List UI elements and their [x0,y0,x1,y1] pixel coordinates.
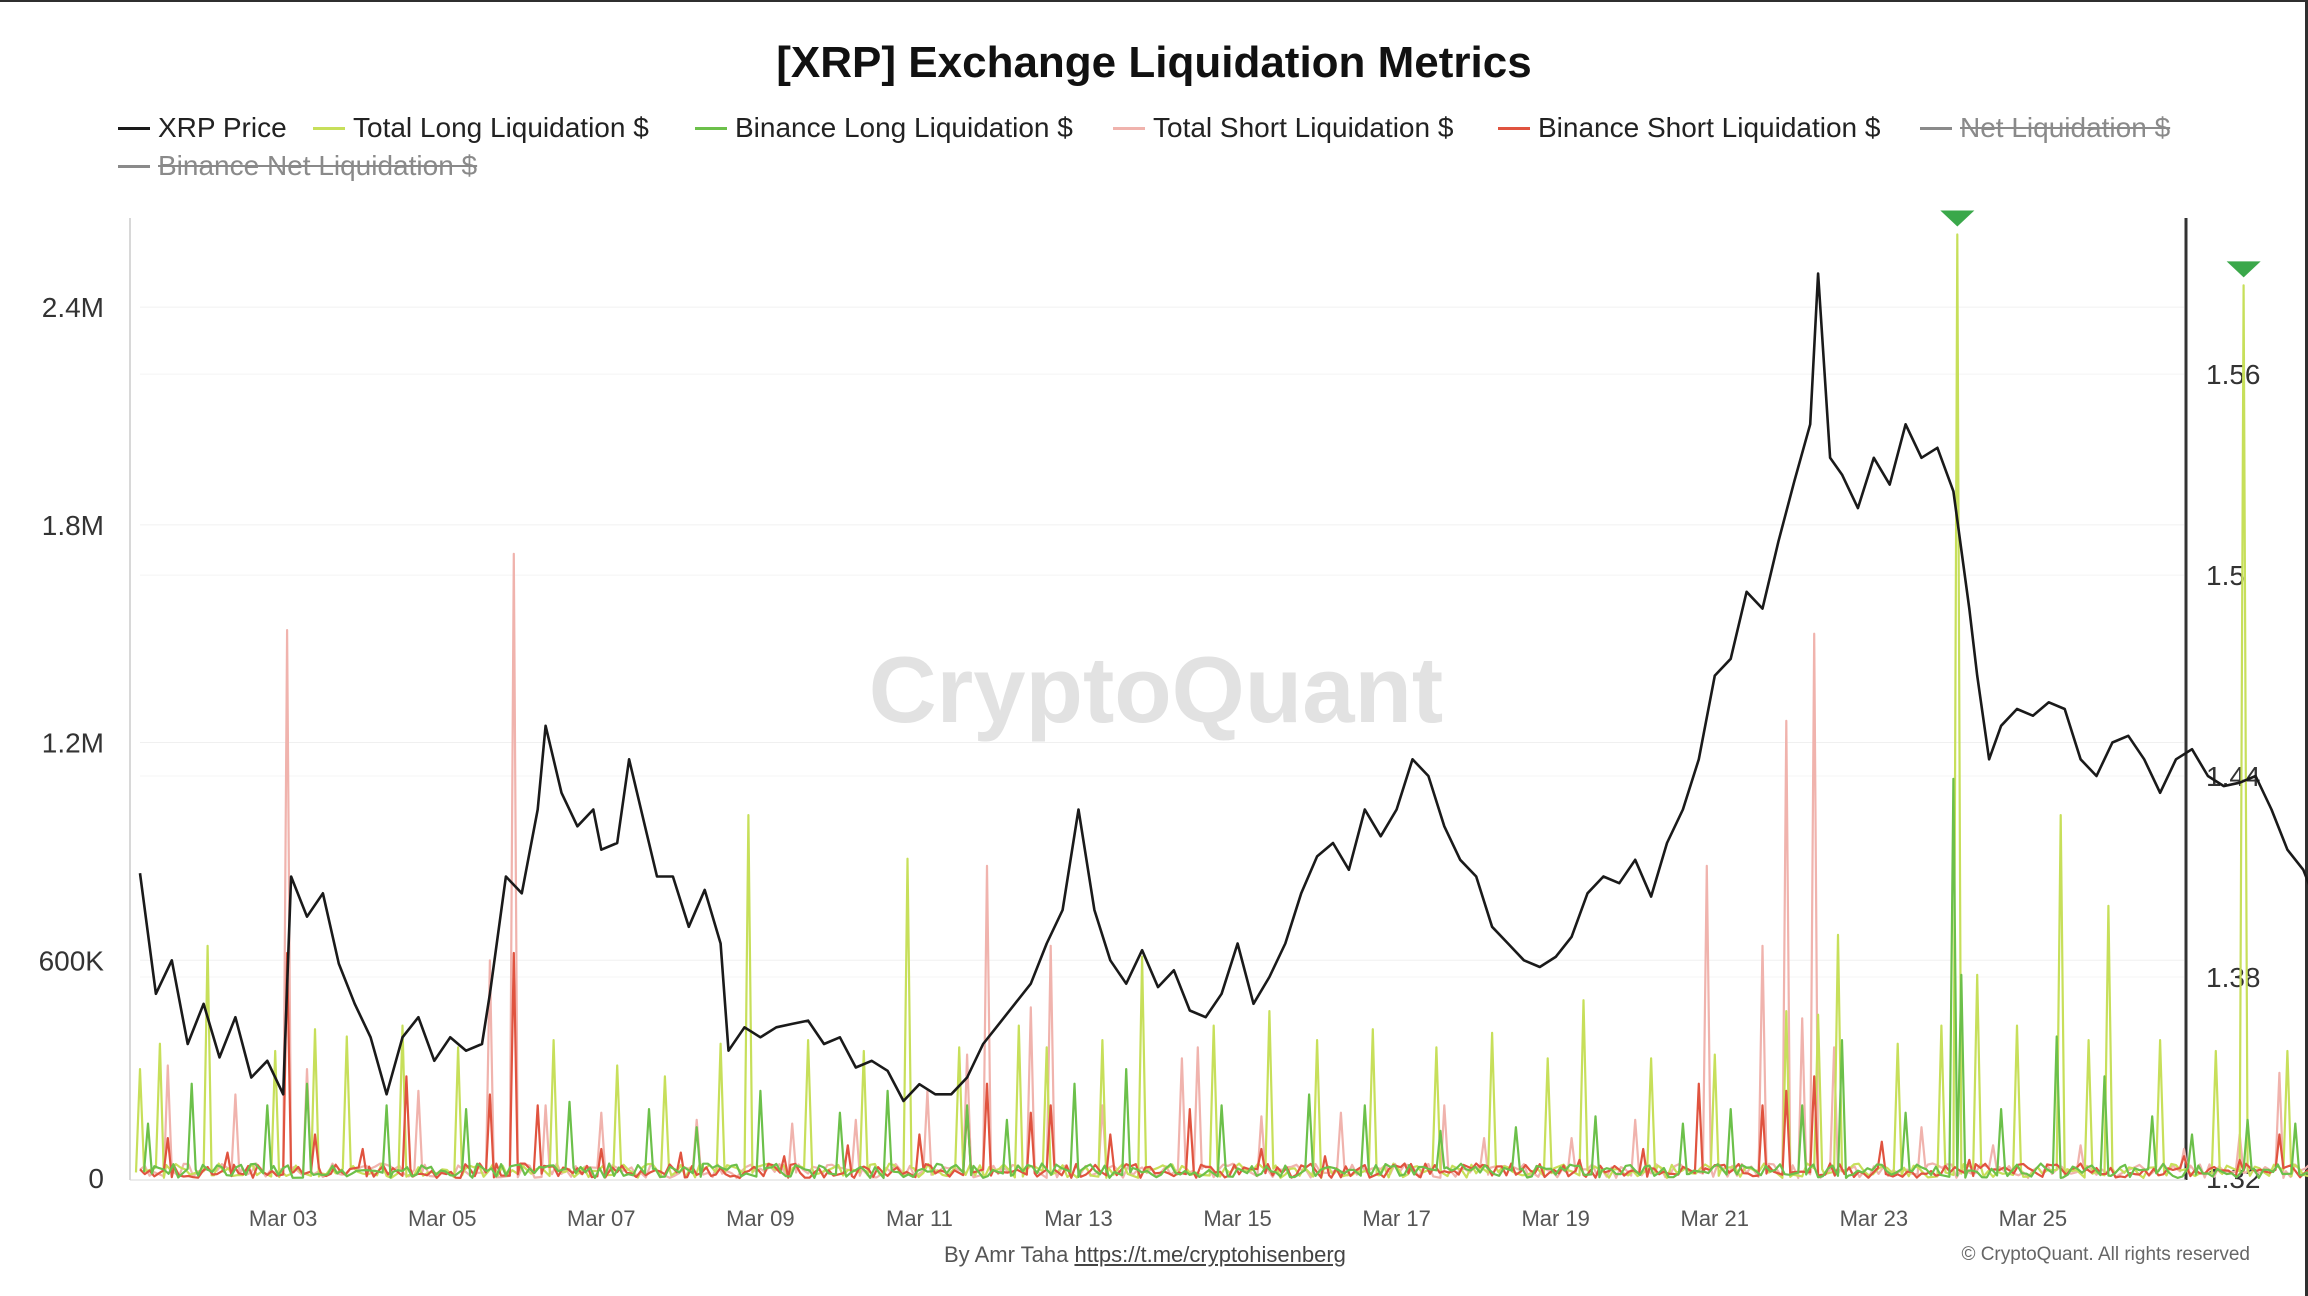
series-layer [134,233,2308,1180]
spike-marker-icon [1940,210,1975,227]
y-right-tick-label: 1.38 [2206,962,2261,993]
spike-markers [1940,210,2261,278]
legend-swatch-total-long [313,126,345,130]
x-tick-label: Mar 03 [249,1206,317,1231]
legend-label-net-liquidation: Net Liquidation $ [1960,112,2171,143]
watermark-text: CryptoQuant [869,637,1443,742]
legend-item-net-liquidation[interactable]: Net Liquidation $ [1920,112,2170,144]
x-tick-label: Mar 19 [1521,1206,1589,1231]
legend-label-binance-short: Binance Short Liquidation $ [1538,112,1881,143]
legend-swatch-total-short [1113,126,1145,130]
footer-author: By Amr Taha https://t.me/cryptohisenberg [944,1242,1346,1268]
legend-swatch-binance-net-liquidation [118,164,150,168]
legend-item-xrp-price[interactable]: XRP Price [118,112,287,144]
x-tick-label: Mar 15 [1203,1206,1271,1231]
x-tick-label: Mar 21 [1681,1206,1749,1231]
x-tick-label: Mar 09 [726,1206,794,1231]
legend-swatch-net-liquidation [1920,126,1952,130]
legend-item-total-short[interactable]: Total Short Liquidation $ [1113,112,1453,144]
y-left-tick-label: 600K [39,945,105,976]
top-frame-border [0,0,2308,2]
legend-label-total-long: Total Long Liquidation $ [353,112,649,143]
series-line-xrp-price [138,272,2308,1103]
legend-label-xrp-price: XRP Price [158,112,287,143]
right-frame-border [2305,0,2308,1296]
y-left-tick-label: 0 [88,1163,104,1194]
x-tick-label: Mar 05 [408,1206,476,1231]
x-tick-label: Mar 11 [886,1206,953,1231]
grid-lines [140,306,2184,978]
x-tick-label: Mar 25 [1999,1206,2067,1231]
footer-author-link[interactable]: https://t.me/cryptohisenberg [1074,1242,1346,1267]
legend-swatch-binance-short [1498,126,1530,130]
y-right-tick-label: 1.56 [2206,359,2261,390]
chart-title: [XRP] Exchange Liquidation Metrics [776,38,1532,87]
legend-item-binance-long[interactable]: Binance Long Liquidation $ [695,112,1073,144]
series-line-total-short-liquidation- [139,552,2308,1180]
y-right-tick-label: 1.5 [2206,560,2245,591]
legend-swatch-binance-long [695,126,727,130]
x-tick-label: Mar 17 [1362,1206,1430,1231]
legend-item-binance-net-liquidation[interactable]: Binance Net Liquidation $ [118,150,477,182]
y-left-tick-label: 1.8M [42,510,104,541]
x-tick-label: Mar 13 [1044,1206,1112,1231]
footer-copyright: © CryptoQuant. All rights reserved [1961,1244,2250,1265]
y-left-tick-label: 2.4M [42,292,104,323]
spike-marker-icon [2226,261,2261,278]
legend-item-binance-short[interactable]: Binance Short Liquidation $ [1498,112,1880,144]
legend-label-total-short: Total Short Liquidation $ [1153,112,1454,143]
legend-label-binance-long: Binance Long Liquidation $ [735,112,1073,143]
x-tick-label: Mar 23 [1840,1206,1908,1231]
x-tick-label: Mar 07 [567,1206,635,1231]
axes: 0600K1.2M1.8M2.4M1.321.381.441.51.56Mar … [39,218,2261,1231]
series-line-binance-long-liquidation- [142,777,2308,1180]
legend-label-binance-net-liquidation: Binance Net Liquidation $ [158,150,478,181]
y-left-tick-label: 1.2M [42,728,104,759]
legend-item-total-long[interactable]: Total Long Liquidation $ [313,112,649,144]
legend-swatch-xrp-price [118,126,150,130]
footer-author-prefix: By Amr Taha [944,1242,1069,1267]
